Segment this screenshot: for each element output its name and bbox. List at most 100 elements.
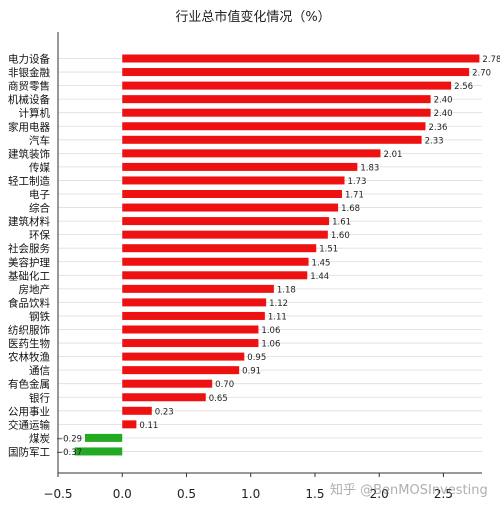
category-label: 家用电器	[8, 120, 50, 133]
value-label: 0.91	[242, 367, 261, 377]
bar-国防军工	[74, 447, 123, 456]
chart-title: 行业总市值变化情况（%）	[175, 9, 330, 25]
value-label: 1.61	[332, 218, 351, 228]
bar-传媒	[122, 162, 358, 171]
x-axis-ticks: −0.5 0.0 0.5 1.0 1.5 2.0 2.5	[43, 473, 453, 501]
bar-钢铁	[122, 311, 265, 320]
x-tick-label: 1.0	[241, 487, 260, 501]
category-label: 机械设备	[8, 93, 50, 106]
bar-煤炭	[84, 433, 123, 442]
value-label: 2.01	[383, 150, 402, 160]
category-label: 银行	[29, 391, 50, 404]
category-label: 轻工制造	[8, 174, 50, 187]
bar-公用事业	[122, 406, 152, 415]
bar-食品饮料	[122, 298, 267, 307]
value-label: 1.83	[360, 163, 379, 173]
category-label: 房地产	[19, 283, 51, 296]
bar-非银金融	[122, 68, 470, 77]
category-label: 计算机	[19, 107, 51, 120]
bar-汽车	[122, 135, 422, 144]
value-label: 1.06	[261, 326, 280, 336]
category-label: 基础化工	[8, 269, 50, 282]
value-label: 2.56	[454, 82, 473, 92]
bar-计算机	[122, 108, 431, 117]
category-label: 综合	[29, 202, 50, 215]
bar-商贸零售	[122, 81, 452, 90]
value-label: 1.73	[348, 177, 367, 187]
category-label: 建筑装饰	[8, 147, 50, 160]
x-tick-label: 2.5	[434, 487, 453, 501]
value-label: 1.06	[261, 340, 280, 350]
value-label: 0.65	[209, 394, 228, 404]
value-label: 1.71	[345, 191, 364, 201]
value-label: 1.44	[310, 272, 329, 282]
bar-建筑材料	[122, 217, 330, 226]
category-label: 电力设备	[8, 53, 50, 66]
category-label: 国防军工	[8, 445, 50, 458]
category-label: 社会服务	[8, 242, 50, 255]
value-label: 1.11	[268, 312, 287, 322]
value-label: 2.78	[482, 55, 500, 65]
bar-机械设备	[122, 95, 431, 104]
category-label: 美容护理	[8, 256, 50, 269]
value-label: 1.68	[341, 204, 360, 214]
category-label: 通信	[29, 365, 50, 377]
value-label: 1.51	[319, 245, 338, 255]
value-label: 1.18	[277, 285, 296, 295]
value-label: 1.12	[269, 299, 288, 309]
category-label: 建筑材料	[8, 215, 50, 228]
bar-银行	[122, 393, 206, 402]
bar-家用电器	[122, 122, 426, 131]
value-label: 2.40	[434, 96, 453, 106]
category-label: 纺织服饰	[8, 324, 50, 337]
category-label: 有色金属	[8, 378, 50, 391]
bar-交通运输	[122, 420, 137, 429]
value-label: 1.60	[331, 231, 350, 241]
bar-轻工制造	[122, 176, 345, 185]
category-label: 煤炭	[29, 432, 50, 445]
value-label: 0.95	[247, 353, 266, 363]
category-label: 电子	[29, 188, 50, 201]
bar-有色金属	[122, 379, 213, 388]
value-label: 2.36	[428, 123, 447, 133]
watermark: 知乎 @BenMOSInvesting	[330, 483, 488, 498]
category-label: 交通运输	[8, 418, 50, 431]
x-tick-label: 1.5	[305, 487, 324, 501]
bar-美容护理	[122, 257, 309, 266]
category-label: 非银金融	[8, 66, 50, 79]
value-label: 0.23	[155, 407, 174, 417]
bar-电子	[122, 190, 342, 198]
bar-基础化工	[122, 271, 308, 280]
value-labels: 2.782.702.562.402.402.362.332.011.831.73…	[56, 55, 500, 458]
value-label: −0.29	[56, 434, 82, 444]
bars	[74, 54, 480, 456]
value-label: 0.70	[215, 380, 234, 390]
value-label: 0.11	[139, 421, 158, 431]
category-label: 食品饮料	[8, 296, 50, 309]
bar-环保	[122, 230, 328, 239]
bar-房地产	[122, 284, 274, 293]
value-label: −0.37	[56, 448, 82, 458]
category-label: 医药生物	[8, 337, 50, 350]
category-label: 汽车	[29, 134, 50, 147]
bar-农林牧渔	[122, 352, 245, 361]
bar-医药生物	[122, 339, 259, 348]
value-label: 2.33	[425, 136, 444, 146]
gridlines	[58, 58, 482, 452]
bar-社会服务	[122, 244, 317, 253]
x-tick-label: 0.5	[177, 487, 196, 501]
bar-建筑装饰	[122, 149, 381, 158]
category-labels: 电力设备非银金融商贸零售机械设备计算机家用电器汽车建筑装饰传媒轻工制造电子综合建…	[8, 53, 50, 459]
value-label: 2.40	[434, 109, 453, 119]
bar-通信	[122, 366, 240, 375]
x-tick-label: −0.5	[43, 487, 72, 501]
bar-纺织服饰	[122, 325, 259, 334]
category-label: 公用事业	[8, 405, 50, 418]
x-tick-label: 0.0	[113, 487, 132, 501]
category-label: 钢铁	[29, 310, 50, 323]
category-label: 农林牧渔	[8, 351, 50, 364]
category-label: 环保	[29, 229, 50, 242]
value-label: 1.45	[312, 258, 331, 268]
bar-综合	[122, 203, 339, 212]
